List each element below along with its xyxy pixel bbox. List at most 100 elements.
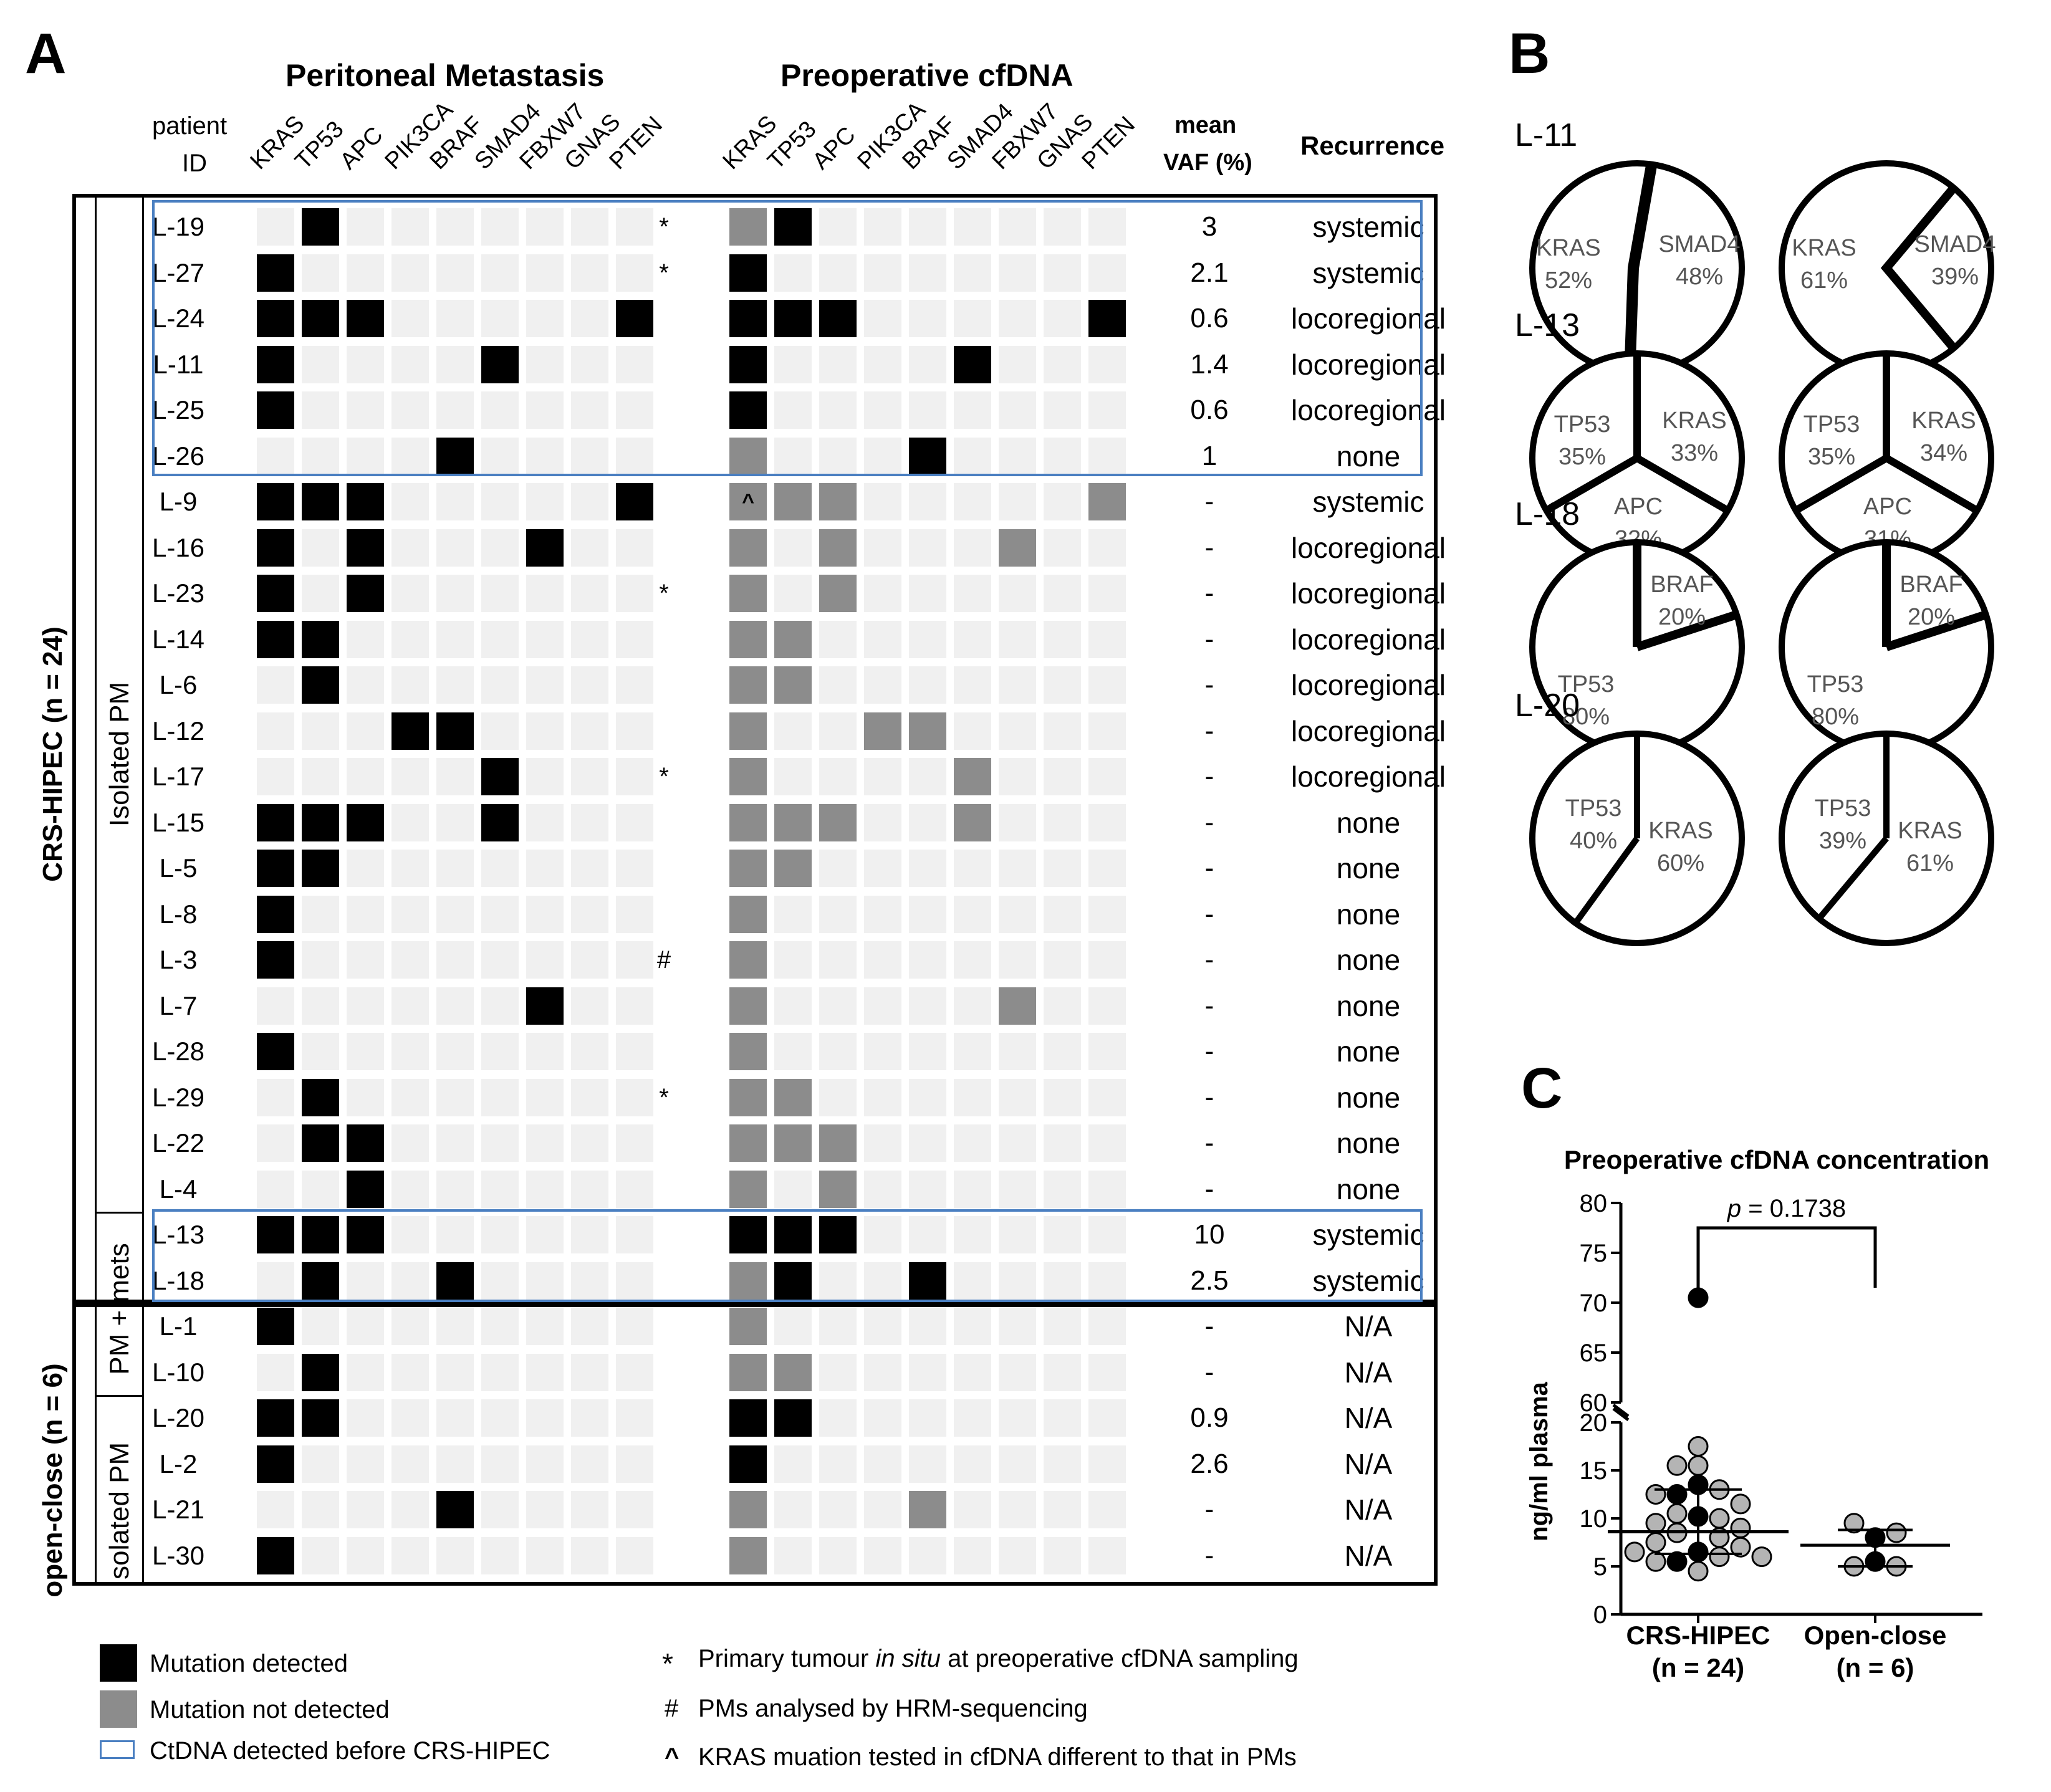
cfdna-cell	[819, 941, 857, 979]
cfdna-cell	[909, 345, 946, 383]
pm-cell	[391, 391, 429, 429]
cfdna-cell: ^	[729, 483, 767, 520]
patient-id: L-12	[151, 716, 205, 745]
pm-cell	[436, 1353, 474, 1391]
pm-cell	[302, 575, 339, 612]
pm-cell	[391, 620, 429, 658]
cfdna-cell	[819, 529, 857, 567]
pm-cell	[302, 1399, 339, 1437]
cfdna-cell	[864, 1216, 901, 1253]
mean-vaf: -	[1204, 853, 1214, 883]
cfdna-cell	[954, 1353, 991, 1391]
pm-cell	[481, 300, 519, 337]
cfdna-cell	[909, 1445, 946, 1483]
cfdna-cell	[819, 1536, 857, 1574]
cfdna-cell	[1088, 1353, 1126, 1391]
cfdna-cell	[1088, 1262, 1126, 1300]
legend-caret-text: KRAS muation tested in cfDNA different t…	[698, 1743, 1297, 1771]
pm-cell	[481, 1124, 519, 1162]
pm-cell	[616, 1536, 653, 1574]
cfdna-cell	[729, 1216, 767, 1253]
pie-slice-percent: 39%	[1819, 828, 1866, 854]
cfdna-cell	[864, 1308, 901, 1345]
cfdna-cell	[729, 941, 767, 979]
data-point	[1666, 1484, 1688, 1505]
pm-cell	[616, 987, 653, 1025]
patient-id: L-2	[159, 1449, 198, 1478]
pm-cell	[616, 1170, 653, 1208]
pie-slice-name: SMAD4	[1914, 231, 1996, 257]
cfdna-cell	[819, 1124, 857, 1162]
cfdna-cell	[1088, 850, 1126, 887]
cfdna-cell	[909, 254, 946, 292]
pie-slice-name: KRAS	[1662, 408, 1726, 434]
patient-id: L-7	[159, 990, 198, 1020]
ctdna-box-bottom	[152, 1209, 1423, 1302]
pm-cell	[347, 1399, 384, 1437]
cfdna-cell	[1088, 666, 1126, 704]
pie-slice-name: KRAS	[1792, 235, 1856, 261]
pm-cell	[257, 1124, 294, 1162]
cfdna-cell	[909, 758, 946, 795]
pm-cell	[526, 1124, 564, 1162]
pm-cell	[347, 712, 384, 750]
cfdna-cell	[774, 1033, 812, 1070]
cfdna-cell	[774, 300, 812, 337]
cfdna-cell	[909, 941, 946, 979]
cfdna-cell	[819, 620, 857, 658]
pm-cell	[571, 1078, 608, 1116]
data-point	[1688, 1436, 1709, 1457]
cfdna-cell	[864, 1170, 901, 1208]
cfdna-cell	[909, 1353, 946, 1391]
pm-cell	[571, 575, 608, 612]
cfdna-cell	[1088, 1078, 1126, 1116]
cfdna-cell	[954, 941, 991, 979]
pm-cell	[257, 300, 294, 337]
pm-cell	[526, 391, 564, 429]
cfdna-cell	[864, 666, 901, 704]
cfdna-cell	[999, 1491, 1036, 1528]
cfdna-cell	[1088, 437, 1126, 475]
legend-star-text: Primary tumour in situ at preoperative c…	[698, 1645, 1299, 1672]
pm-cell	[302, 1445, 339, 1483]
cfdna-cell	[954, 391, 991, 429]
pm-cell	[257, 712, 294, 750]
cfdna-cell	[909, 803, 946, 841]
pm-cell	[436, 803, 474, 841]
cfdna-cell	[954, 1170, 991, 1208]
pm-cell	[347, 1216, 384, 1253]
pm-cell	[616, 1124, 653, 1162]
pm-cell	[526, 987, 564, 1025]
cfdna-cell	[954, 1536, 991, 1574]
pm-cell	[257, 1399, 294, 1437]
pm-cell	[616, 483, 653, 520]
cfdna-cell	[1088, 758, 1126, 795]
subgroup-divider-line	[142, 194, 144, 1582]
legend-caret-symbol: ^	[665, 1743, 680, 1771]
pm-cell	[347, 1491, 384, 1528]
pm-cell	[391, 437, 429, 475]
pm-cell	[257, 850, 294, 887]
mean-vaf: -	[1204, 532, 1214, 563]
pm-cell	[302, 941, 339, 979]
pm-cell	[257, 529, 294, 567]
cfdna-cell	[909, 1216, 946, 1253]
mean-vaf: -	[1204, 1356, 1214, 1387]
pie-slice-name: KRAS	[1536, 235, 1600, 261]
pm-cell	[526, 208, 564, 246]
pm-cell	[257, 1536, 294, 1574]
pm-cell	[347, 941, 384, 979]
recurrence-value: N/A	[1344, 1356, 1393, 1389]
pm-cell	[616, 1491, 653, 1528]
pie-slice-percent: 35%	[1559, 444, 1606, 470]
cfdna-cell	[1088, 529, 1126, 567]
pm-cell	[302, 758, 339, 795]
pm-cell	[526, 1308, 564, 1345]
y-tick-label: 0	[1593, 1601, 1607, 1629]
cfdna-cell	[774, 666, 812, 704]
pm-cell	[571, 895, 608, 933]
cfdna-cell	[1044, 483, 1081, 520]
pm-cell	[391, 1124, 429, 1162]
pm-cell	[571, 437, 608, 475]
pm-cell	[257, 1308, 294, 1345]
